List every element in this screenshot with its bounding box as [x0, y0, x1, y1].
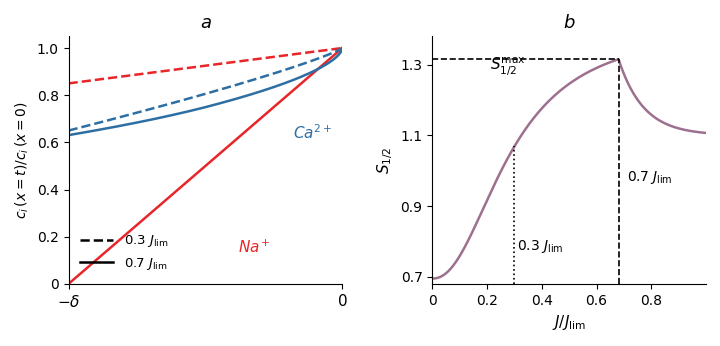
Legend: 0.3 $J_\mathrm{lim}$, 0.7 $J_\mathrm{lim}$: 0.3 $J_\mathrm{lim}$, 0.7 $J_\mathrm{lim… [75, 228, 174, 277]
X-axis label: $J/J_\mathrm{lim}$: $J/J_\mathrm{lim}$ [552, 313, 586, 332]
Y-axis label: $c_i\,(x=t)/c_i\,(x=0)$: $c_i\,(x=t)/c_i\,(x=0)$ [14, 101, 31, 219]
Text: 0.7 $J_\mathrm{lim}$: 0.7 $J_\mathrm{lim}$ [626, 169, 672, 186]
Text: 0.3 $J_\mathrm{lim}$: 0.3 $J_\mathrm{lim}$ [517, 238, 564, 255]
Text: Ca$^{2+}$: Ca$^{2+}$ [293, 123, 332, 142]
Text: Na$^+$: Na$^+$ [238, 239, 271, 256]
Text: $S^\mathrm{max}_{1/2}$: $S^\mathrm{max}_{1/2}$ [490, 56, 526, 79]
Y-axis label: $S_{1/2}$: $S_{1/2}$ [375, 146, 395, 174]
Title: a: a [200, 14, 211, 32]
Title: b: b [564, 14, 575, 32]
